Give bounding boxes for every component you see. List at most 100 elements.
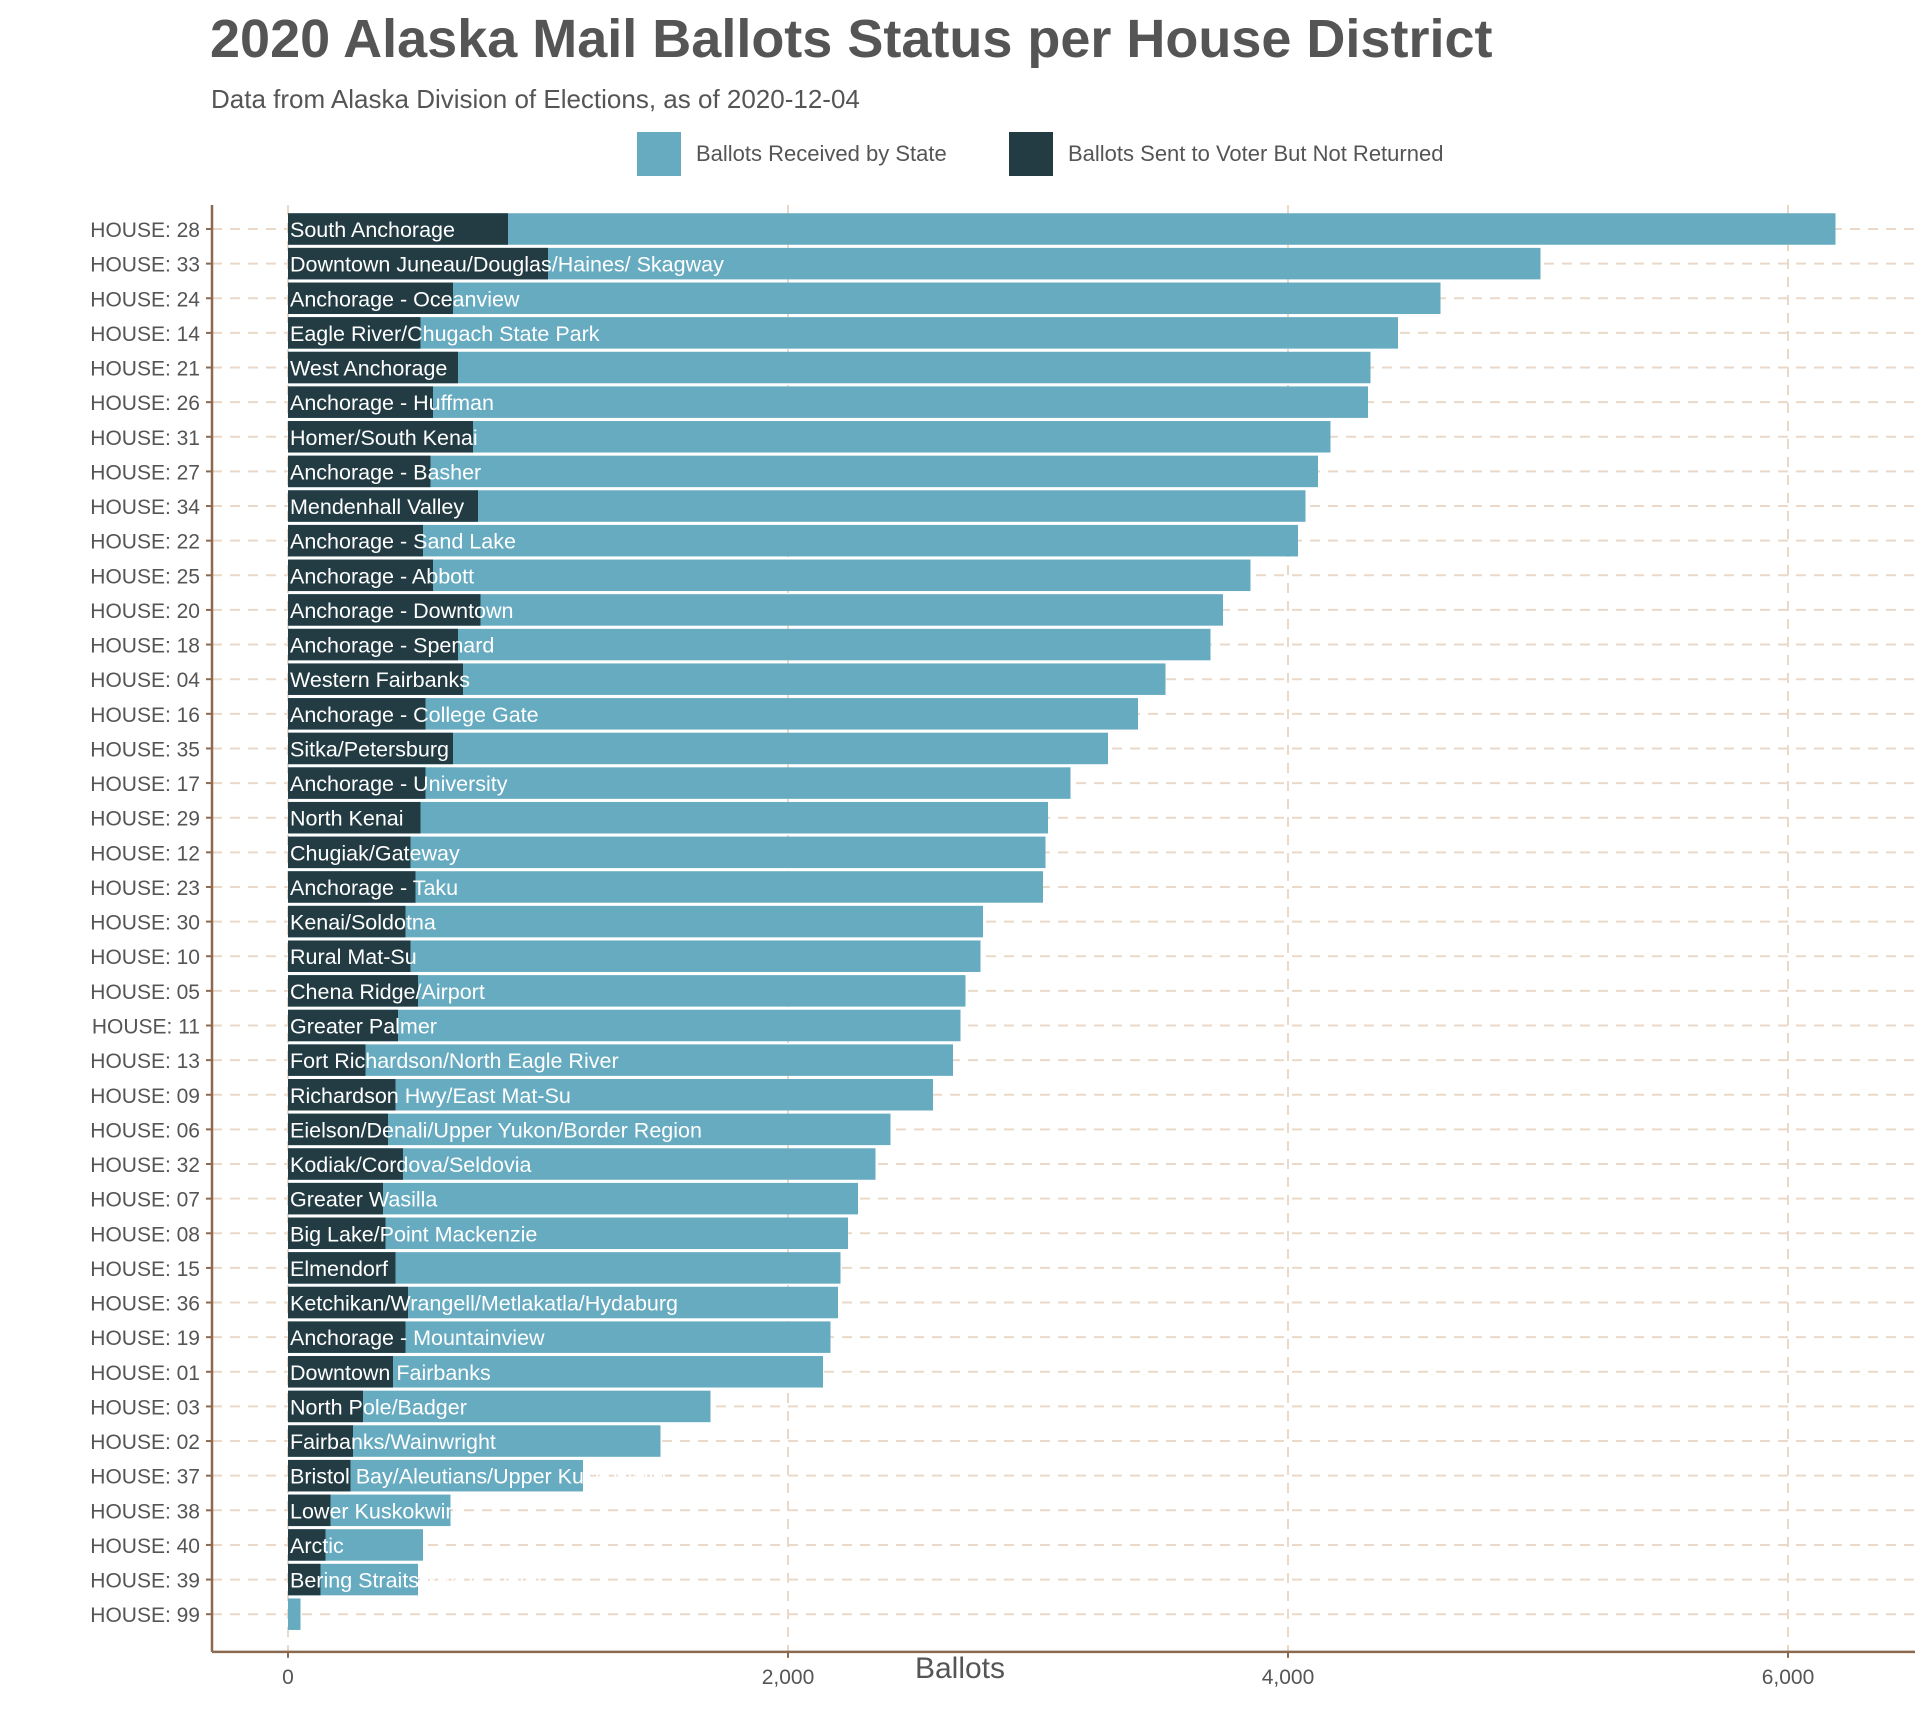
bar-received (288, 698, 1138, 730)
y-tick-label: HOUSE: 10 (90, 946, 200, 969)
y-tick-label: HOUSE: 26 (90, 392, 200, 415)
chart-subtitle: Data from Alaska Division of Elections, … (211, 84, 860, 114)
y-tick-label: HOUSE: 17 (90, 773, 200, 796)
y-tick-label: HOUSE: 15 (90, 1258, 200, 1281)
bar-received (288, 559, 1251, 592)
bar-not-returned (288, 1563, 321, 1596)
y-tick-label: HOUSE: 14 (90, 323, 200, 346)
bar-received (288, 1113, 891, 1146)
y-tick-label: HOUSE: 34 (90, 496, 200, 519)
y-tick-label: HOUSE: 09 (90, 1085, 200, 1108)
bar-received (288, 317, 1398, 349)
y-tick-label: HOUSE: 38 (90, 1500, 200, 1523)
bar-not-returned (288, 1217, 386, 1250)
y-tick-label: HOUSE: 11 (92, 1015, 200, 1038)
bar-district-name: Eagle River/Chugach State Park (290, 322, 600, 346)
y-tick-label: HOUSE: 21 (90, 358, 200, 381)
bar-district-name: South Anchorage (290, 218, 455, 242)
bar-not-returned (288, 317, 421, 349)
bar-district-name: Chena Ridge/Airport (290, 980, 485, 1004)
bar-not-returned (288, 1494, 331, 1527)
bar-not-returned (288, 455, 431, 488)
bar-received (288, 1044, 953, 1076)
bar-district-name: Richardson Hwy/East Mat-Su (290, 1084, 571, 1108)
bar-received (288, 455, 1318, 488)
bar-not-returned (288, 975, 418, 1007)
y-tick-label: HOUSE: 01 (90, 1362, 200, 1385)
bar-received (288, 1009, 961, 1042)
bar-district-name: Fort Richardson/North Eagle River (290, 1049, 619, 1073)
y-tick-label: HOUSE: 03 (90, 1396, 200, 1419)
y-tick-label: HOUSE: 40 (90, 1535, 200, 1558)
x-axis-label: Ballots (914, 1652, 1006, 1685)
bar-district-name: Downtown Juneau/Douglas/Haines/ Skagway (290, 253, 724, 277)
y-tick-label: HOUSE: 07 (90, 1189, 200, 1212)
y-tick-label: HOUSE: 39 (90, 1570, 200, 1593)
bar-not-returned (288, 490, 478, 522)
bar-not-returned (288, 386, 433, 418)
bar-not-returned (288, 1529, 326, 1561)
bar-not-returned (288, 628, 458, 661)
bar-district-name: Bering Straits/Yukon-Delta (290, 1569, 542, 1593)
bar-district-name: Lower Kuskokwim (290, 1499, 463, 1523)
x-tick-label: 0 (282, 1666, 294, 1689)
bar-not-returned (288, 940, 411, 972)
y-tick-label: HOUSE: 22 (90, 531, 200, 554)
bar-district-name: Anchorage - University (290, 772, 508, 796)
bar-district-name: North Kenai (290, 807, 404, 831)
bar-not-returned (288, 559, 433, 592)
bar-district-name: Eielson/Denali/Upper Yukon/Border Region (290, 1118, 702, 1142)
bar-district-name: Anchorage - Mountainview (290, 1326, 545, 1350)
bar-not-returned (288, 663, 463, 695)
bar-district-name: Ketchikan/Wrangell/Metlakatla/Hydaburg (290, 1292, 678, 1316)
bar-not-returned (288, 801, 421, 834)
y-tick-label: HOUSE: 99 (90, 1604, 200, 1627)
bar-not-returned (288, 247, 548, 280)
bar-received (288, 213, 1836, 245)
legend-swatch-received (637, 132, 681, 176)
bar-district-name: Anchorage - Sand Lake (290, 530, 516, 554)
legend-swatch-not-returned (1009, 132, 1053, 176)
bar-district-name: Bristol Bay/Aleutians/Upper Kuskokwim (290, 1465, 666, 1489)
bar-received (288, 1598, 301, 1630)
bar-district-name: North Pole/Badger (290, 1395, 467, 1419)
bar-district-name: Anchorage - Spenard (290, 634, 494, 658)
y-tick-label: HOUSE: 37 (90, 1466, 200, 1489)
bar-not-returned (288, 1182, 383, 1215)
bar-district-name: Big Lake/Point Mackenzie (290, 1222, 537, 1246)
y-tick-label: HOUSE: 18 (90, 635, 200, 658)
y-tick-label: HOUSE: 13 (90, 1050, 200, 1073)
bar-received (288, 524, 1298, 557)
bar-received (288, 386, 1368, 418)
bar-district-name: Western Fairbanks (290, 668, 470, 692)
legend-label-not-returned: Ballots Sent to Voter But Not Returned (1068, 141, 1444, 166)
bar-district-name: Anchorage - Oceanview (290, 287, 520, 311)
y-tick-label: HOUSE: 30 (90, 912, 200, 935)
bar-district-name: Greater Wasilla (290, 1188, 437, 1212)
bar-not-returned (288, 1148, 403, 1180)
bar-district-name: Kenai/Soldotna (290, 911, 436, 935)
bar-district-name: Anchorage - College Gate (290, 703, 539, 727)
bar-district-name: Fairbanks/Wainwright (290, 1430, 496, 1454)
y-tick-label: HOUSE: 33 (90, 254, 200, 277)
y-tick-label: HOUSE: 19 (90, 1327, 200, 1350)
bar-not-returned (288, 213, 508, 245)
bar-district-name: Arctic (290, 1534, 344, 1558)
bar-not-returned (288, 732, 453, 765)
y-tick-label: HOUSE: 16 (90, 704, 200, 727)
bar-district-name: Downtown Fairbanks (290, 1361, 491, 1385)
bar-district-name: Anchorage - Taku (290, 876, 458, 900)
bar-district-name: Anchorage - Downtown (290, 599, 513, 623)
chart-title: 2020 Alaska Mail Ballots Status per Hous… (210, 9, 1493, 69)
bar-not-returned (288, 1009, 398, 1042)
bar-district-name: Anchorage - Huffman (290, 391, 494, 415)
y-tick-label: HOUSE: 25 (90, 565, 200, 588)
bar-received (288, 351, 1371, 384)
bar-district-name: Greater Palmer (290, 1014, 437, 1038)
bar-not-returned (288, 1252, 396, 1284)
y-tick-label: HOUSE: 06 (90, 1119, 200, 1142)
bar-district-name: Kodiak/Cordova/Seldovia (290, 1153, 531, 1177)
y-tick-label: HOUSE: 23 (90, 877, 200, 900)
y-tick-label: HOUSE: 27 (90, 461, 200, 484)
